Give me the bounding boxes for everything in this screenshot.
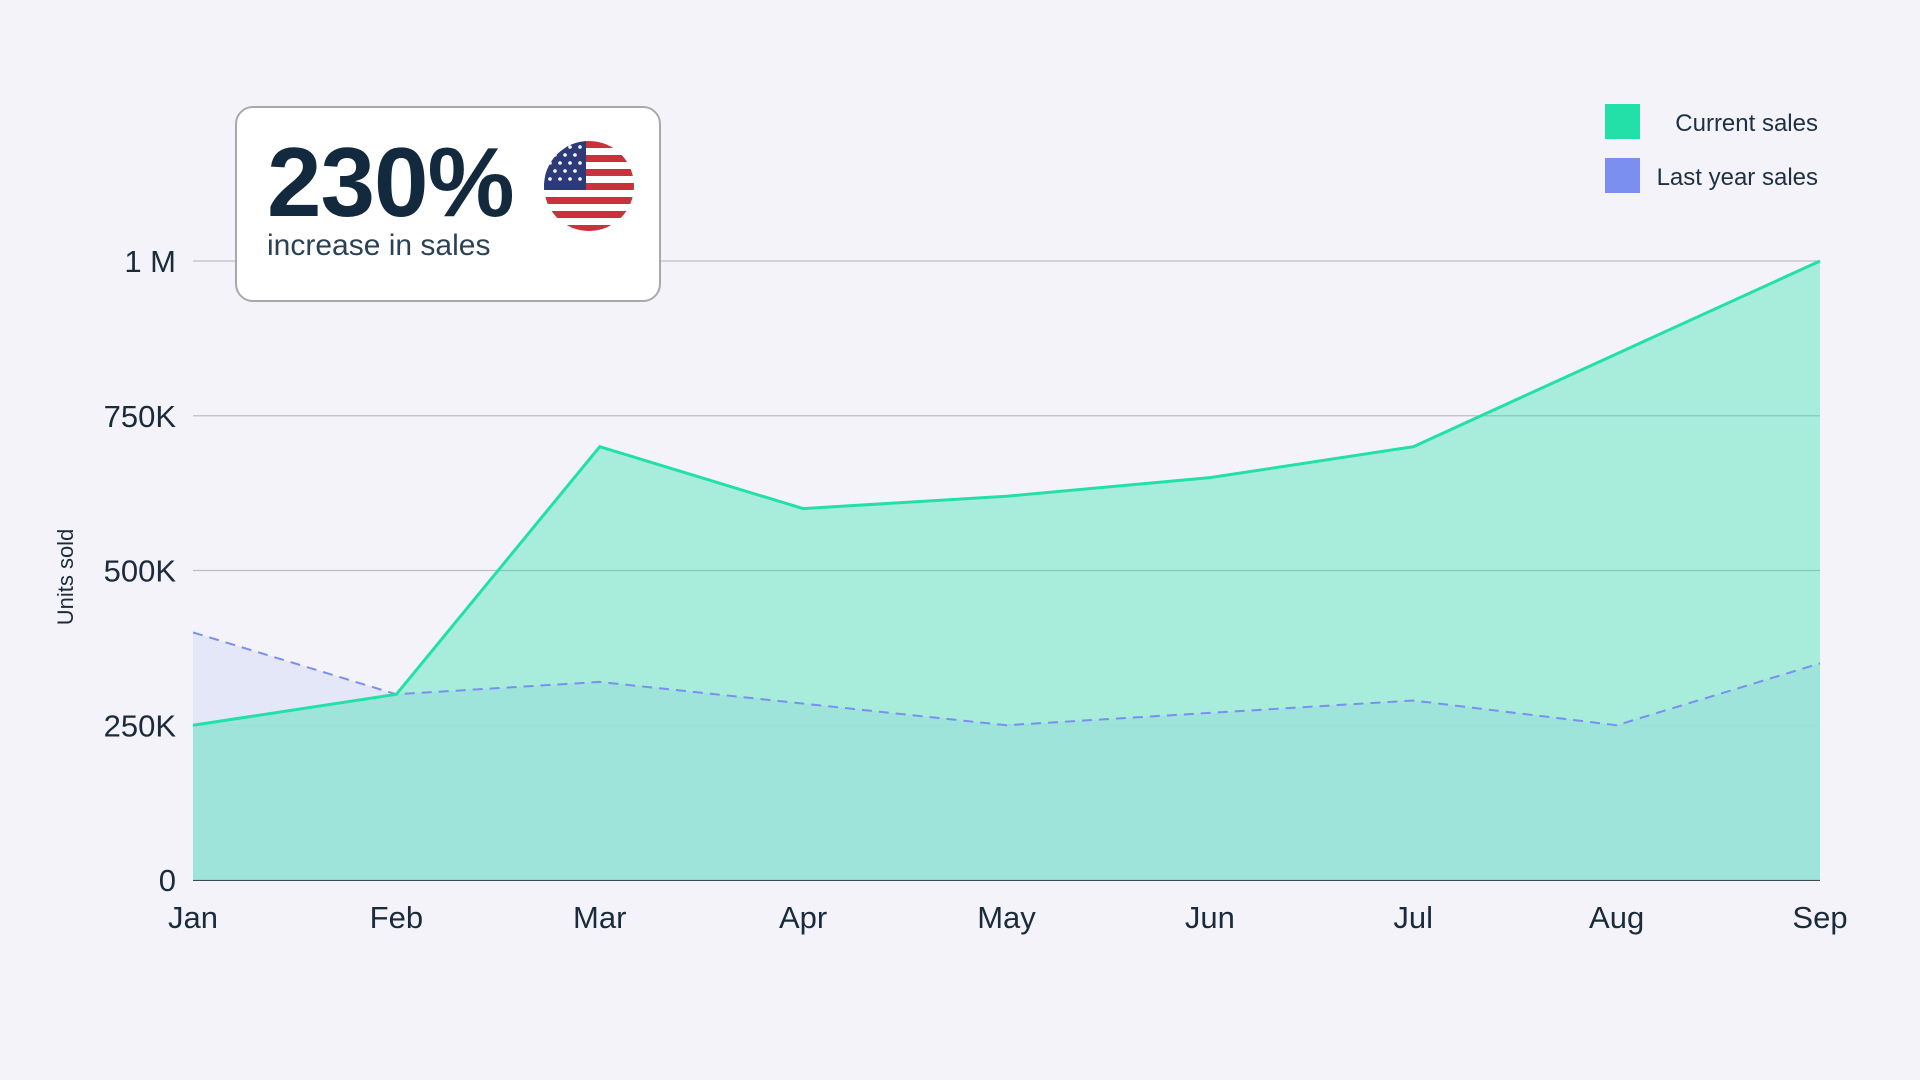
line-current-sales (192, 259, 1821, 727)
series-areas (193, 261, 1820, 880)
y-tick-label: 1 M (124, 244, 176, 279)
y-tick-label: 750K (104, 399, 177, 434)
legend-label: Current sales (1675, 110, 1818, 137)
x-tick-label: Feb (370, 900, 423, 935)
legend-swatch (1605, 158, 1640, 193)
y-tick-label: 500K (104, 554, 177, 589)
x-tick-label: Jun (1185, 900, 1235, 935)
us-flag-icon (544, 141, 634, 231)
legend-swatch (1605, 104, 1640, 139)
x-tick-label: Apr (779, 900, 827, 935)
y-axis-ticks: 0 250K 500K 750K 1 M (104, 244, 177, 898)
series-lines (192, 259, 1821, 727)
x-axis-ticks: Jan Feb Mar Apr May Jun Jul Aug Sep (168, 900, 1848, 935)
stat-value: 230% (267, 127, 515, 237)
x-tick-label: May (977, 900, 1036, 935)
x-tick-label: Jan (168, 900, 218, 935)
y-axis-title: Units sold (53, 529, 78, 626)
legend: Current sales Last year sales (1605, 104, 1818, 193)
x-tick-label: Aug (1589, 900, 1644, 935)
x-tick-label: Sep (1792, 900, 1847, 935)
stat-card: 230% increase in sales (235, 106, 661, 302)
legend-label: Last year sales (1657, 164, 1818, 191)
x-tick-label: Mar (573, 900, 626, 935)
x-tick-label: Jul (1393, 900, 1433, 935)
line-last-year-sales (192, 631, 1821, 727)
area-current-sales (193, 261, 1820, 880)
stat-caption: increase in sales (267, 229, 491, 262)
y-tick-label: 0 (159, 863, 176, 898)
y-tick-label: 250K (104, 708, 177, 743)
area-last-year-sales (193, 632, 1820, 880)
